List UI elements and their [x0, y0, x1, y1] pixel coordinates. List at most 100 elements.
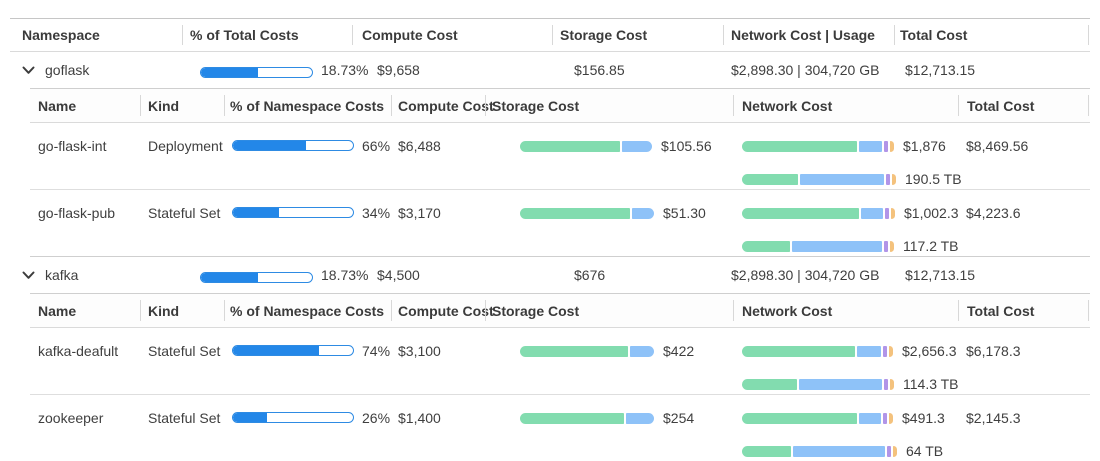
- purple-segment: [885, 207, 889, 219]
- blue-segment: [859, 412, 881, 424]
- network-cost-bar: [742, 412, 893, 424]
- network-usage-line: 190.5 TB: [742, 169, 962, 189]
- blue-segment: [861, 207, 883, 219]
- total-cost-value: $12,713.15: [905, 267, 976, 283]
- orange-segment: [889, 345, 893, 357]
- total-cost-value: $12,713.15: [905, 62, 976, 78]
- chevron-down-icon[interactable]: [22, 271, 35, 280]
- sub-column-header-network-cost: Network Cost: [733, 89, 958, 122]
- pct-namespace-cell: 66%: [224, 123, 391, 156]
- sub-column-header-network-cost: Network Cost: [733, 294, 958, 327]
- sub-column-header-compute-cost: Compute Cost: [391, 294, 494, 327]
- network-usage-bar: [742, 173, 896, 185]
- pct-namespace-progress-bar: [232, 345, 354, 356]
- pct-total-progress-bar: [200, 271, 313, 283]
- progress-bar-fill: [233, 141, 307, 150]
- blue-segment: [799, 378, 882, 390]
- network-cost-cell: $491.3 64 TB: [733, 395, 958, 461]
- workload-kind: Stateful Set: [148, 343, 221, 359]
- storage-cost-cell: $254: [485, 395, 733, 428]
- storage-cost-bar: [520, 207, 654, 219]
- blue-segment: [622, 140, 652, 152]
- green-segment: [742, 445, 791, 457]
- blue-segment: [857, 345, 881, 357]
- progress-bar-fill: [233, 208, 279, 217]
- network-cost-cell: $1,002.3 117.2 TB: [733, 190, 959, 256]
- network-cost-line: $2,656.3: [742, 341, 958, 361]
- storage-cost-cell: $105.56: [485, 123, 733, 156]
- workload-table-header: Name Kind% of Namespace Costs Compute Cost…: [30, 89, 1090, 123]
- workload-row: kafka-deafult Stateful Set 74% $3,100 $422 $2…: [30, 328, 1090, 394]
- sub-column-header-compute-cost: Compute Cost: [391, 89, 494, 122]
- sub-column-header-name: Name: [38, 302, 77, 319]
- workload-kind: Stateful Set: [148, 410, 221, 426]
- pct-namespace-value: 74%: [362, 343, 391, 359]
- blue-segment: [859, 140, 882, 152]
- compute-cost-value: $4,500: [377, 267, 420, 283]
- sub-column-header-name: Name: [38, 97, 77, 114]
- pct-namespace-cell: 34%: [224, 190, 391, 223]
- network-usage-bar: [742, 378, 894, 390]
- network-cost-cell: $1,876 190.5 TB: [733, 123, 962, 189]
- network-usage-bar: [742, 445, 897, 457]
- namespace-row[interactable]: goflask 18.73% $9,658 $156.85 $2,898.30 | 30…: [10, 52, 1090, 88]
- workload-network-cost: $491.3: [902, 410, 945, 426]
- blue-segment: [800, 173, 884, 185]
- chevron-down-icon[interactable]: [22, 66, 35, 75]
- pct-total-progress-bar: [200, 66, 313, 78]
- workload-total-cost: $4,223.6: [966, 205, 1021, 221]
- namespace-row[interactable]: kafka 18.73% $4,500 $676 $2,898.30 | 304,720…: [10, 257, 1090, 293]
- green-segment: [520, 140, 620, 152]
- workload-storage-cost: $422: [663, 343, 695, 359]
- sub-column-header-storage-cost: Storage Cost: [485, 294, 733, 327]
- workload-network-usage: 190.5 TB: [905, 171, 962, 187]
- workload-network-usage: 114.3 TB: [903, 376, 959, 392]
- orange-segment: [893, 445, 897, 457]
- pct-namespace-value: 34%: [362, 205, 391, 221]
- purple-segment: [883, 412, 887, 424]
- compute-cost-value: $9,658: [377, 62, 420, 78]
- namespace-cell: kafka: [10, 267, 182, 283]
- workload-name: go-flask-pub: [38, 205, 116, 221]
- network-cost-cell: $2,656.3 114.3 TB: [733, 328, 959, 394]
- storage-cost-cell: $51.30: [485, 190, 733, 223]
- green-segment: [742, 207, 859, 219]
- green-segment: [520, 345, 628, 357]
- network-cost-line: $1,002.3: [742, 203, 959, 223]
- network-cost-usage-value: $2,898.30 | 304,720 GB: [731, 267, 880, 283]
- blue-segment: [792, 240, 882, 252]
- workload-storage-cost: $105.56: [661, 138, 712, 154]
- progress-bar-fill: [201, 272, 258, 282]
- namespace-block: kafka 18.73% $4,500 $676 $2,898.30 | 304,720…: [10, 257, 1090, 461]
- workload-total-cost: $8,469.56: [966, 138, 1029, 154]
- pct-namespace-cell: 74%: [224, 328, 391, 361]
- pct-total-value: 18.73%: [321, 62, 369, 78]
- network-usage-line: 117.2 TB: [742, 236, 959, 256]
- storage-cost-bar: [520, 140, 652, 152]
- workload-compute-cost: $6,488: [398, 138, 441, 154]
- pct-namespace-progress-bar: [232, 140, 354, 151]
- workload-table-header: Name Kind% of Namespace Costs Compute Cost…: [30, 294, 1090, 328]
- orange-segment: [890, 240, 894, 252]
- green-segment: [520, 207, 630, 219]
- namespace-name: kafka: [45, 267, 79, 283]
- purple-segment: [884, 378, 888, 390]
- blue-segment: [793, 445, 885, 457]
- pct-namespace-cell: 26%: [224, 395, 391, 428]
- workload-compute-cost: $3,170: [398, 205, 441, 221]
- storage-cost-value: $676: [574, 267, 606, 283]
- sub-column-header-total-cost: Total Cost: [958, 89, 1090, 122]
- sub-column-header--of-namespace-costs: % of Namespace Costs: [224, 89, 391, 122]
- network-cost-bar: [742, 345, 893, 357]
- pct-total-cell: 18.73%: [182, 267, 368, 283]
- orange-segment: [890, 378, 894, 390]
- workload-storage-cost: $254: [663, 410, 695, 426]
- main-table-header: Namespace % of Total Costs Compute Cost Sto…: [10, 18, 1090, 52]
- column-header-compute-cost: Compute Cost: [352, 19, 552, 51]
- blue-segment: [630, 345, 654, 357]
- cost-breakdown-table: Namespace% of Total Costs Compute Cost Sto…: [10, 0, 1090, 461]
- sub-column-header-kind: Kind: [140, 294, 224, 327]
- workload-table: Name Kind% of Namespace Costs Compute Cost…: [30, 293, 1090, 461]
- sub-column-header--of-namespace-costs: % of Namespace Costs: [224, 294, 391, 327]
- progress-bar-fill: [233, 413, 267, 422]
